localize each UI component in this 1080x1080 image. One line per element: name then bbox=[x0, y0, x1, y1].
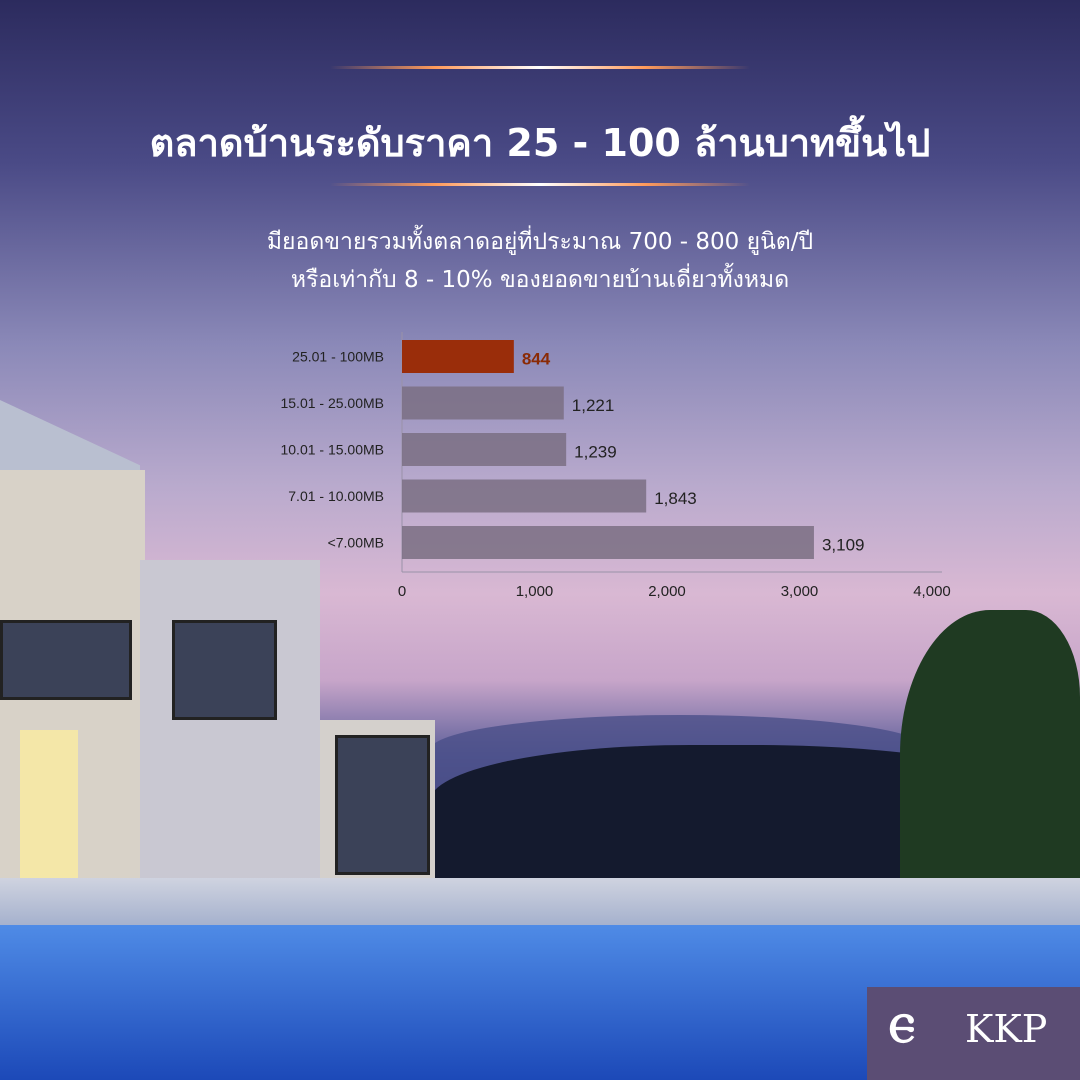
glow-line-bottom bbox=[330, 183, 750, 186]
data-label: 1,843 bbox=[654, 489, 697, 508]
category-label: 10.01 - 15.00MB bbox=[280, 442, 384, 458]
logo-text: KKP bbox=[965, 1007, 1048, 1051]
bar bbox=[402, 479, 647, 513]
category-label: <7.00MB bbox=[328, 535, 384, 551]
tree bbox=[900, 610, 1080, 900]
house-image bbox=[0, 400, 440, 890]
data-label: 844 bbox=[522, 350, 551, 369]
bar bbox=[402, 526, 814, 559]
bar bbox=[402, 340, 514, 373]
bar bbox=[402, 433, 567, 466]
glow-line-top bbox=[330, 66, 750, 69]
bar bbox=[402, 386, 564, 420]
category-label: 15.01 - 25.00MB bbox=[280, 395, 384, 411]
x-tick-label: 4,000 bbox=[913, 583, 951, 600]
subtitle-line-1: มียอดขายรวมทั้งตลาดอยู่ที่ประมาณ 700 - 8… bbox=[266, 229, 814, 255]
data-label: 1,239 bbox=[574, 443, 617, 462]
subtitle-line-2: หรือเท่ากับ 8 - 10% ของยอดขายบ้านเดี่ยวท… bbox=[290, 267, 790, 293]
x-tick-label: 0 bbox=[398, 583, 406, 600]
category-label: 7.01 - 10.00MB bbox=[288, 488, 384, 504]
kkp-logo: Ⲉ KKP bbox=[867, 987, 1080, 1080]
data-label: 3,109 bbox=[822, 536, 865, 555]
data-label: 1,221 bbox=[572, 396, 615, 415]
x-tick-label: 1,000 bbox=[516, 583, 554, 600]
page-title: ตลาดบ้านระดับราคา 25 - 100 ล้านบาทขึ้นไป bbox=[149, 121, 931, 165]
x-tick-label: 3,000 bbox=[781, 583, 819, 600]
logo-mark-icon: Ⲉ bbox=[889, 1006, 915, 1052]
category-label: 25.01 - 100MB bbox=[292, 349, 384, 365]
x-tick-label: 2,000 bbox=[648, 583, 686, 600]
